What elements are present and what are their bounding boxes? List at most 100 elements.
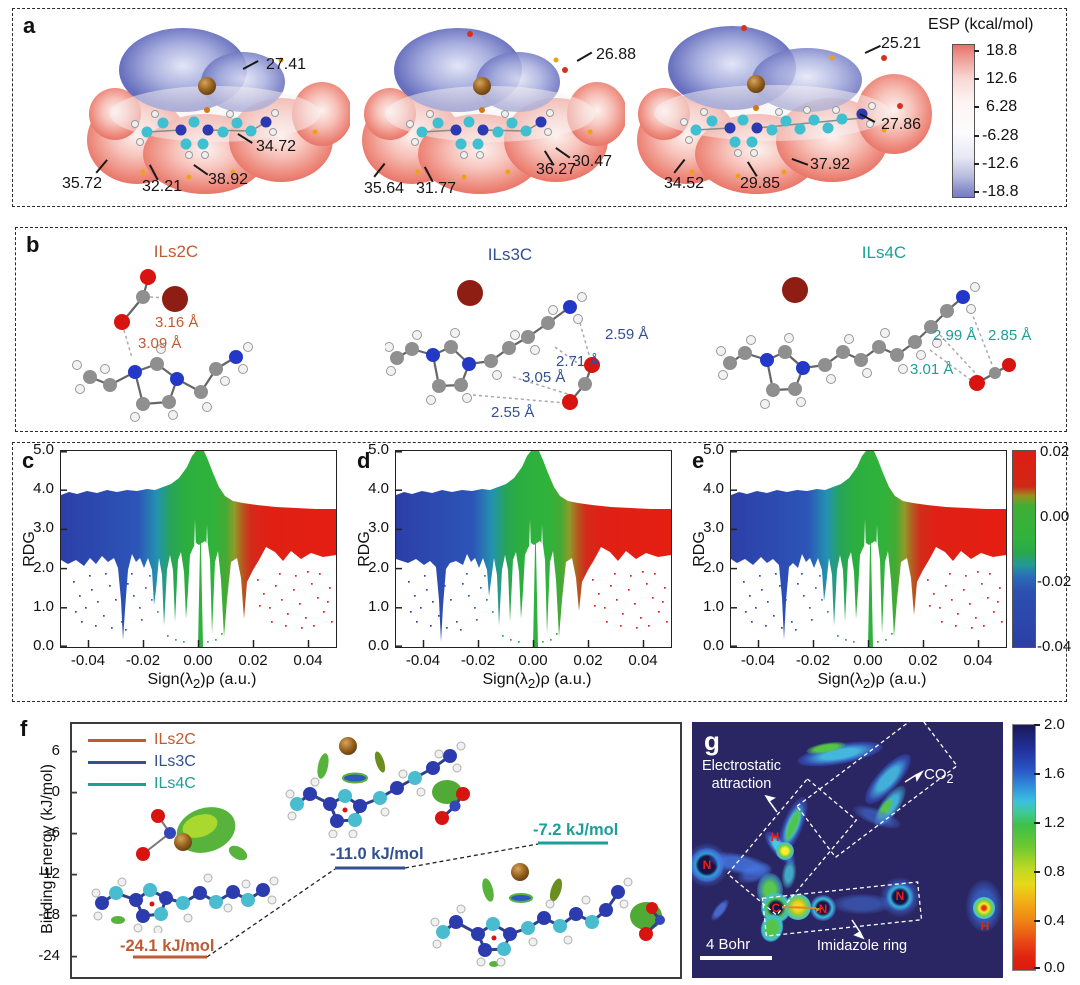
y-tick: 4.0 <box>703 480 724 497</box>
esp-value: 27.41 <box>266 56 307 73</box>
panel-g-letter: g <box>704 726 720 756</box>
rdg-scatter-e <box>730 451 1006 648</box>
esp-value: 35.64 <box>364 180 405 197</box>
y-tick: 1.0 <box>703 598 724 615</box>
molecule-name-ils2c: ILs2C <box>153 242 199 261</box>
f-y-tick: 0 <box>51 783 60 800</box>
legend-swatch-ils3c <box>88 761 146 764</box>
rdg-ylabel-d: RDG <box>355 531 373 567</box>
distance-label: 2.71 Å <box>556 353 600 370</box>
colorbar-tick <box>974 191 979 193</box>
nci-cluster-ils4c <box>430 863 665 967</box>
y-tick: 2.0 <box>703 559 724 576</box>
panel-a-letter: a <box>23 13 36 38</box>
x-tick: 0.04 <box>628 652 658 669</box>
level-connector <box>404 843 539 869</box>
x-tick: -0.04 <box>740 652 776 669</box>
x-tick: 0.04 <box>963 652 993 669</box>
y-tick: 0.0 <box>33 637 54 654</box>
level-label-ils2c: -24.1 kJ/mol <box>120 937 215 955</box>
rdg-colorbar-tick: 0.00 <box>1040 508 1070 525</box>
esp-colorbar-tick-label: -6.28 <box>982 127 1019 144</box>
rdg-plot-d <box>395 450 672 648</box>
esp-value: 29.85 <box>740 175 781 192</box>
atom-label-c: C <box>771 901 781 915</box>
distance-label: 3.01 Å <box>910 361 954 378</box>
panel-c-letter: c <box>22 448 35 473</box>
x-tick: 0.02 <box>238 652 268 669</box>
g-colorbar-tick: 1.6 <box>1044 765 1065 782</box>
colorbar-tick <box>1034 724 1040 726</box>
x-tick: -0.02 <box>460 652 496 669</box>
colorbar-tick <box>1034 871 1040 873</box>
scale-bar <box>700 956 772 960</box>
rdg-ylabel-e: RDG <box>690 531 708 567</box>
panel-e-letter: e <box>692 448 705 473</box>
colorbar-tick <box>974 78 979 80</box>
esp-surface-molecule-1 <box>87 28 350 194</box>
y-tick: 3.0 <box>33 519 54 536</box>
imidazole-dashed-box <box>761 881 923 937</box>
co2-dashed-box <box>796 722 958 859</box>
level-label-ils4c: -7.2 kJ/mol <box>533 821 619 839</box>
legend-row-ils3c: ILs3C <box>88 753 248 771</box>
rdg-colorbar-tick: 0.02 <box>1040 443 1070 460</box>
y-tick: 4.0 <box>368 480 389 497</box>
distance-label: 2.59 Å <box>605 326 649 343</box>
rdg-scatter-d <box>395 451 671 648</box>
legend-row-ils4c: ILs4C <box>88 775 248 793</box>
x-tick: 0.00 <box>183 652 213 669</box>
heat-blob <box>832 894 892 914</box>
rdg-xlabel-e: Sign(λ2)ρ (a.u.) <box>817 671 927 692</box>
rdg-colorbar <box>1012 450 1036 648</box>
g-colorbar-tick: 0.4 <box>1044 912 1065 929</box>
esp-colorbar <box>952 44 975 198</box>
esp-value: 30.47 <box>572 153 613 170</box>
esp-value: 34.52 <box>664 175 705 192</box>
y-tick: 2.0 <box>368 559 389 576</box>
esp-colorbar-tick-label: -12.6 <box>982 155 1019 172</box>
y-tick: 2.0 <box>33 559 54 576</box>
f-y-tick: 6 <box>51 742 60 759</box>
heat-blob <box>973 897 995 919</box>
legend-swatch-ils2c <box>88 739 146 742</box>
c-n-bond-arrowhead <box>816 908 823 912</box>
molecule-name-ils4c: ILs4C <box>861 243 907 262</box>
esp-surface-molecule-2 <box>362 28 625 194</box>
y-tick: 1.0 <box>368 598 389 615</box>
binding-energy-plot <box>70 722 682 979</box>
esp-value: 38.92 <box>208 171 249 188</box>
x-tick: 0.02 <box>908 652 938 669</box>
g-colorbar <box>1012 724 1036 971</box>
atom-label-n: N <box>818 902 828 916</box>
colorbar-tick <box>974 135 979 137</box>
g-colorbar-tick: 1.2 <box>1044 814 1065 831</box>
x-tick: 0.04 <box>293 652 323 669</box>
heat-blob <box>776 842 794 860</box>
legend-swatch-ils4c <box>88 783 146 786</box>
colorbar-tick <box>1034 967 1040 969</box>
distance-label: 3.09 Å <box>138 335 182 352</box>
x-tick: -0.04 <box>405 652 441 669</box>
y-tick: 0.0 <box>703 637 724 654</box>
rdg-xlabel-c: Sign(λ2)ρ (a.u.) <box>147 671 257 692</box>
colorbar-tick <box>1034 773 1040 775</box>
rdg-ylabel-c: RDG <box>20 531 38 567</box>
rdg-plot-e <box>730 450 1007 648</box>
esp-value: 36.27 <box>536 161 577 178</box>
y-tick: 0.0 <box>368 637 389 654</box>
binding-energy-ylabel: Binding Energy (kJ/mol) <box>39 764 56 934</box>
y-tick: 5.0 <box>703 441 724 458</box>
f-y-tick: -24 <box>38 947 60 964</box>
f-y-tick: -18 <box>38 906 60 923</box>
distance-label: 2.85 Å <box>988 327 1032 344</box>
distance-label: 3.05 Å <box>522 369 566 386</box>
y-tick: 4.0 <box>33 480 54 497</box>
imidazole-arrow <box>853 930 865 940</box>
f-y-tick: -12 <box>38 865 60 882</box>
esp-colorbar-tick-label: 12.6 <box>986 70 1018 87</box>
panel-f-letter: f <box>20 716 28 741</box>
y-tick: 3.0 <box>703 519 724 536</box>
atom-label-h: H <box>980 919 990 933</box>
